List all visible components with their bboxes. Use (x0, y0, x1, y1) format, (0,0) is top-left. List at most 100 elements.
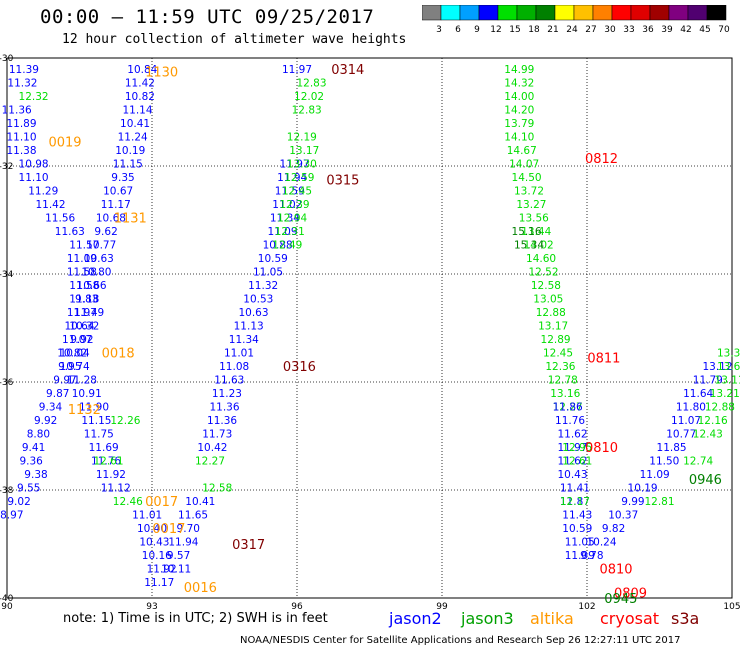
wave-height-value: 10.19 (115, 145, 145, 157)
wave-height-value: 13.21 (710, 388, 740, 400)
wave-height-value: 10.19 (628, 482, 658, 494)
wave-height-value: 11.85 (657, 442, 687, 454)
wave-height-value: 11.34 (229, 334, 259, 346)
wave-height-value: 12.31 (275, 226, 305, 238)
wave-height-value: 11.50 (649, 455, 679, 467)
wave-height-value: 14.60 (526, 253, 556, 265)
wave-height-value: 13.11 (715, 374, 740, 386)
wave-height-value: 11.13 (234, 320, 264, 332)
pass-time-label: 0018 (102, 346, 135, 361)
wave-height-value: 10.11 (161, 563, 191, 575)
colorbar-label: 24 (566, 25, 578, 35)
colorbar-label: 39 (661, 25, 673, 35)
wave-height-value: 12.19 (287, 131, 317, 143)
pass-time-label: 0019 (48, 136, 81, 151)
wave-height-value: 11.10 (6, 131, 36, 143)
wave-height-value: 11.15 (81, 415, 111, 427)
wave-height-value: 10.68 (96, 212, 126, 224)
plot-frame (6, 57, 733, 599)
wave-height-value: 11.97 (282, 64, 312, 76)
wave-height-value: 11.05 (253, 266, 283, 278)
wave-height-value: 10.43 (557, 469, 587, 481)
wave-height-value: 10.98 (19, 158, 49, 170)
wave-height-value: 11.43 (562, 509, 592, 521)
pass-time-label: 0809 (614, 587, 647, 602)
wave-height-value: 11.23 (212, 388, 242, 400)
wave-height-value: 11.62 (557, 455, 587, 467)
wave-height-value: 14.02 (524, 239, 554, 251)
x-tick-label: 90 (1, 602, 13, 610)
pass-time-label: 0017 (152, 522, 185, 537)
wave-height-value: 10.53 (243, 293, 273, 305)
wave-height-value: 11.07 (671, 415, 701, 427)
wave-height-value: 11.36 (207, 415, 237, 427)
map-plot: 90 93 96 99 102 105-30-32-34-36-38-4011.3911.… (0, 54, 740, 610)
wave-height-value: 13.05 (533, 293, 563, 305)
colorbar-label: 3 (436, 25, 442, 35)
wave-height-value: 11.62 (557, 428, 587, 440)
wave-height-value: 13.12 (702, 361, 732, 373)
wave-height-value: 12.95 (562, 442, 592, 454)
wave-height-value: 11.65 (178, 509, 208, 521)
pass-time-label: 0811 (587, 352, 620, 367)
wave-height-value: 10.59 (562, 523, 592, 535)
wave-height-value: 10.63 (84, 253, 114, 265)
wave-height-value: 13.72 (514, 185, 544, 197)
wave-height-value: 9.55 (17, 482, 40, 494)
wave-height-value: 13.30 (287, 158, 317, 170)
wave-height-value: 10.37 (608, 509, 638, 521)
pass-time-label: 1132 (68, 403, 101, 418)
wave-height-value: 11.75 (84, 428, 114, 440)
wave-height-value: 10.64 (64, 320, 94, 332)
wave-height-value: 11.63 (214, 374, 244, 386)
legend-jason3: jason3 (461, 609, 514, 628)
colorbar-swatch (706, 5, 727, 21)
wave-height-value: 12.45 (282, 185, 312, 197)
wave-height-value: 10.24 (586, 536, 616, 548)
wave-height-value: 10.59 (258, 253, 288, 265)
wave-height-value: 11.10 (19, 172, 49, 184)
wave-height-value: 11.97 (67, 307, 97, 319)
wave-height-value: 11.92 (96, 469, 126, 481)
wave-height-value: 13.56 (519, 212, 549, 224)
wave-height-value: 12.88 (705, 401, 735, 413)
wave-height-value: 8.97 (0, 509, 23, 521)
wave-height-value: 12.94 (277, 212, 307, 224)
legend-cryosat: cryosat (600, 609, 660, 628)
wave-height-value: 11.86 (553, 401, 583, 413)
wave-height-value: 11.58 (69, 280, 99, 292)
wave-height-value: 11.02 (272, 199, 302, 211)
wave-height-value: 13.79 (504, 118, 534, 130)
wave-height-value: 12.83 (292, 104, 322, 116)
x-tick-label: 102 (578, 602, 595, 610)
wave-height-value: 12.45 (543, 347, 573, 359)
wave-height-value: 12.26 (110, 415, 140, 427)
wave-height-value: 10.40 (137, 523, 167, 535)
wave-height-value: 9.41 (22, 442, 45, 454)
wave-height-value: 9.62 (94, 226, 117, 238)
wave-height-value: 11.59 (275, 185, 305, 197)
x-tick-label: 93 (146, 602, 157, 610)
wave-height-value: 11.28 (67, 374, 97, 386)
colorbar-label: 45 (699, 25, 710, 35)
y-tick-label: -34 (0, 270, 14, 280)
wave-height-value: 12.58 (202, 482, 232, 494)
wave-height-value: 15.34 (514, 239, 544, 251)
pass-time-label: 0017 (145, 495, 178, 510)
pass-time-label: 0812 (585, 152, 618, 167)
wave-height-value: 10.91 (72, 388, 102, 400)
wave-height-value: 13.35 (717, 347, 740, 359)
wave-height-value: 9.99 (621, 496, 644, 508)
wave-height-value: 11.09 (640, 469, 670, 481)
wave-height-value: 11.29 (28, 185, 58, 197)
wave-height-value: 11.89 (6, 118, 36, 130)
colorbar-label: 36 (642, 25, 654, 35)
wave-height-value: 11.63 (55, 226, 85, 238)
x-tick-label: 96 (291, 602, 303, 610)
wave-height-value: 11.01 (224, 347, 254, 359)
wave-height-value: 11.94 (277, 172, 307, 184)
colorbar-label: 27 (585, 25, 596, 35)
colorbar-label: 42 (680, 25, 691, 35)
wave-height-value: 11.64 (683, 388, 713, 400)
